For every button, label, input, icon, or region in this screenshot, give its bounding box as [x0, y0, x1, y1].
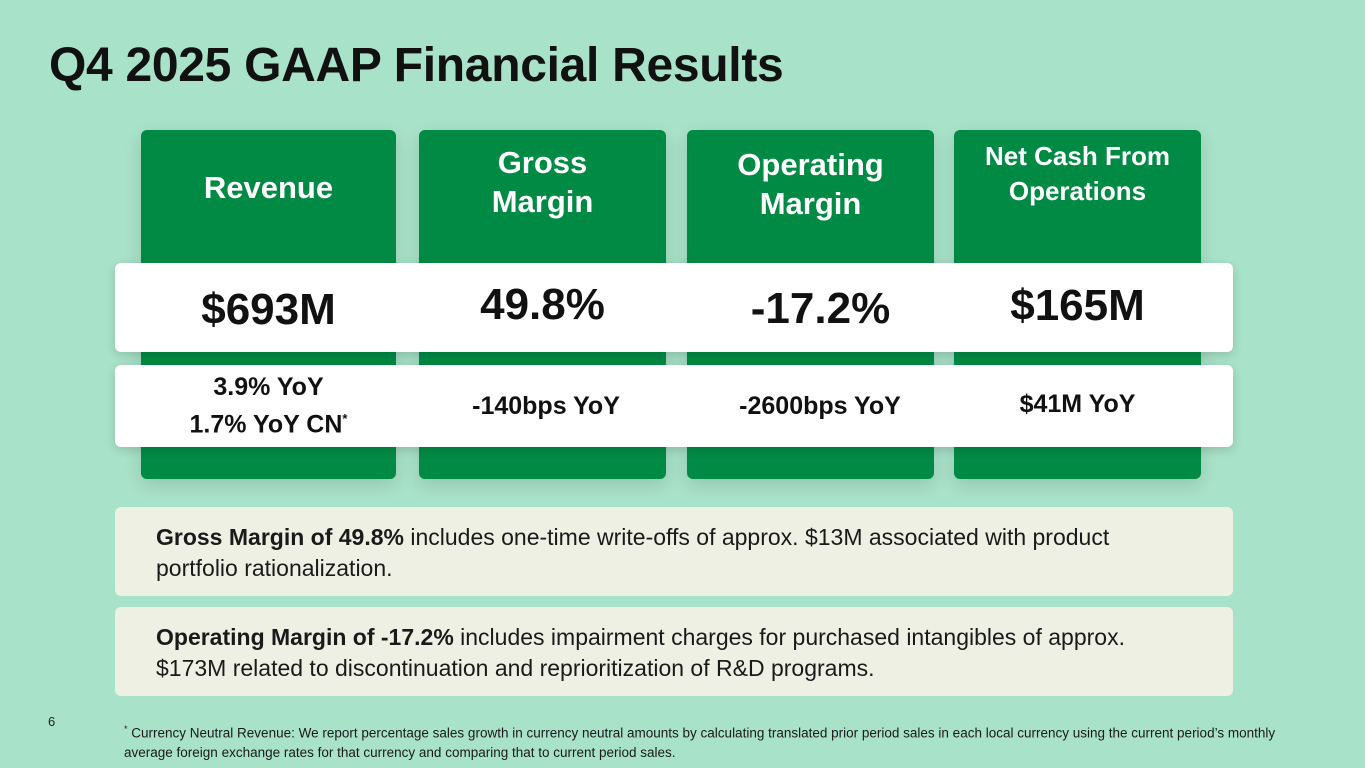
revenue-header-label: Revenue: [203, 170, 334, 205]
revenue-yoy-line-1: 3.9% YoY: [213, 373, 324, 402]
gross-margin-yoy-line: -140bps YoY: [472, 392, 620, 420]
gross-margin-card-header: Gross Margin: [419, 118, 666, 246]
gross-margin-note: Gross Margin of 49.8% includes one-time …: [115, 507, 1233, 596]
operating-margin-yoy-line: -2600bps YoY: [739, 392, 901, 420]
operating-margin-header-line-2: Margin: [759, 186, 862, 221]
currency-neutral-marker: *: [342, 411, 348, 427]
slide-title: Q4 2025 GAAP Financial Results: [49, 39, 784, 92]
net-cash-card-header: Net Cash From Operations: [954, 110, 1201, 238]
revenue-yoy-line-2: 1.7% YoY CN*: [189, 410, 348, 439]
gross-margin-note-text: includes one-time write-offs of approx. …: [156, 524, 1110, 581]
footnote-marker: *: [124, 724, 128, 734]
values-band: $693M 49.8% -17.2% $165M: [115, 263, 1233, 352]
net-cash-header-line-2: Operations: [1008, 176, 1147, 206]
net-cash-header-line-1: Net Cash From: [985, 141, 1170, 171]
operating-margin-note: Operating Margin of -17.2% includes impa…: [115, 607, 1233, 696]
gross-margin-header-line-1: Gross: [497, 145, 588, 180]
gross-margin-header-line-2: Margin: [491, 184, 594, 219]
operating-margin-note-bold: Operating Margin of -17.2%: [156, 624, 454, 650]
page-number: 6: [48, 714, 56, 729]
revenue-card-header: Revenue: [141, 124, 396, 252]
yoy-band: 3.9% YoY 1.7% YoY CN* -140bps YoY -2600b…: [115, 365, 1233, 447]
revenue-yoy: 3.9% YoY 1.7% YoY CN*: [141, 365, 396, 447]
operating-margin-card-header: Operating Margin: [687, 120, 934, 248]
net-cash-value: $165M: [1010, 280, 1145, 330]
operating-margin-yoy: -2600bps YoY: [693, 365, 947, 447]
operating-margin-header-line-1: Operating: [737, 147, 884, 182]
gross-margin-note-bold: Gross Margin of 49.8%: [156, 524, 404, 550]
gross-margin-value: 49.8%: [480, 279, 605, 329]
operating-margin-value: -17.2%: [750, 283, 891, 333]
net-cash-yoy-line: $41M YoY: [1019, 390, 1136, 418]
footnote: * Currency Neutral Revenue: We report pe…: [124, 720, 1304, 762]
footnote-text: Currency Neutral Revenue: We report perc…: [124, 725, 1276, 760]
operating-margin-note-text: includes impairment charges for purchase…: [156, 624, 1125, 681]
gross-margin-yoy: -140bps YoY: [411, 365, 681, 447]
revenue-value: $693M: [201, 284, 336, 334]
net-cash-yoy: $41M YoY: [954, 365, 1201, 447]
